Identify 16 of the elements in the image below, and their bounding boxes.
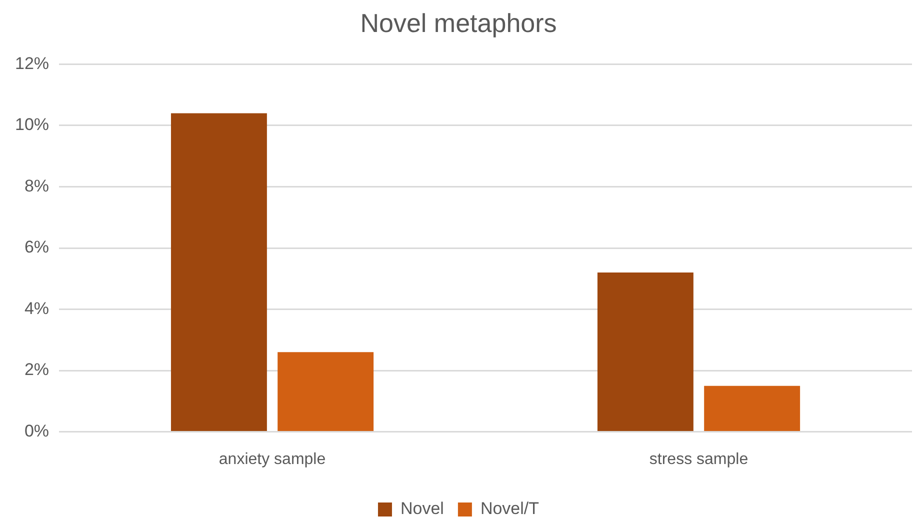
legend-label: Novel/T <box>480 499 540 518</box>
bar <box>704 386 800 432</box>
y-tick-label: 4% <box>24 298 50 318</box>
y-tick-label: 8% <box>24 176 50 196</box>
y-tick-label: 0% <box>24 421 50 440</box>
y-tick-label: 2% <box>24 360 50 380</box>
bar <box>278 352 374 432</box>
y-tick-label: 10% <box>14 115 50 134</box>
y-tick-label: 12% <box>14 54 50 73</box>
legend-label: Novel <box>400 499 444 518</box>
x-tick-label: anxiety sample <box>218 450 326 468</box>
bar <box>597 272 694 432</box>
bar <box>170 113 267 432</box>
y-tick-label: 6% <box>24 238 50 257</box>
x-tick-label: stress sample <box>649 450 748 468</box>
chart-title: Novel metaphors <box>360 8 557 38</box>
